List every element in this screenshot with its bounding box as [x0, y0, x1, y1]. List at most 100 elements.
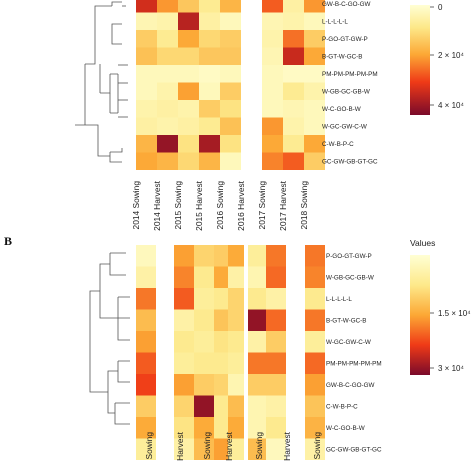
- heat-cell: [174, 352, 194, 374]
- heat-cell: [136, 100, 157, 118]
- heat-cell: [194, 352, 214, 374]
- heat-cell: [178, 12, 199, 30]
- heat-cell: [157, 82, 178, 100]
- heat-cell: [199, 30, 220, 48]
- heat-cell: [304, 47, 325, 65]
- heat-cell: [283, 12, 304, 30]
- column-label: 2016 Sowing: [215, 181, 225, 230]
- heat-cell: [220, 47, 241, 65]
- column-label: Sowing: [254, 432, 264, 460]
- heat-cell: [220, 117, 241, 135]
- heat-cell: [304, 100, 325, 118]
- heat-cell: [174, 309, 194, 331]
- heat-cell: [174, 331, 194, 353]
- heat-cell: [174, 245, 194, 267]
- column-label: 2017 Harvest: [278, 180, 288, 230]
- heat-cell: [136, 65, 157, 83]
- dendrogram-a: [75, 1, 128, 163]
- heat-cell: [304, 135, 325, 153]
- heat-cell: [136, 395, 156, 417]
- colorbar-a-tick-label-2: 4 × 10⁴: [438, 101, 464, 110]
- heat-cell: [266, 395, 286, 417]
- heat-cell: [178, 47, 199, 65]
- heat-cell: [305, 438, 325, 460]
- row-label: PM-PM-PM-PM-PM: [322, 71, 378, 78]
- heat-cell: [305, 374, 325, 396]
- heat-cell: [283, 135, 304, 153]
- heatmap-b: P-GO-GT-GW-P W-GB-GC-GB-W L-L-L-L-L B-GT-W-…: [136, 245, 382, 461]
- heat-cell: [220, 0, 241, 13]
- heat-cell: [228, 266, 244, 288]
- heat-cell: [248, 374, 266, 396]
- heat-cell: [178, 117, 199, 135]
- heat-cell: [304, 117, 325, 135]
- heat-cell: [194, 374, 214, 396]
- heat-cell: [228, 417, 244, 439]
- heat-cell: [305, 331, 325, 353]
- heat-cell: [214, 331, 228, 353]
- heat-cell: [174, 417, 194, 439]
- heat-cell: [199, 117, 220, 135]
- row-label: GW-B-C-GO-GW: [322, 1, 371, 8]
- column-label: Harvest: [175, 431, 185, 461]
- heat-cell: [214, 266, 228, 288]
- heatmap-a: GW-B-C-GO-GW L-L-L-L-L P-GO-GT-GW-P B-GT-W-…: [131, 0, 378, 231]
- row-label: W-GB-GC-GB-W: [322, 89, 370, 96]
- heat-cell: [178, 0, 199, 13]
- heat-cell: [194, 438, 214, 460]
- heat-cell: [304, 152, 325, 170]
- heat-cell: [248, 417, 266, 439]
- heat-cell: [228, 245, 244, 267]
- heat-cell: [228, 438, 244, 460]
- heat-cell: [136, 117, 157, 135]
- heat-cell: [220, 30, 241, 48]
- heat-cell: [248, 331, 266, 353]
- heat-cell: [262, 82, 283, 100]
- row-label: W-C-GO-B-W: [326, 425, 365, 432]
- heat-cell: [283, 65, 304, 83]
- heat-cell: [136, 152, 157, 170]
- column-label: Sowing: [312, 432, 322, 460]
- column-label: Sowing: [144, 432, 154, 460]
- heat-cell: [194, 331, 214, 353]
- column-label: 2016 Harvest: [236, 180, 246, 230]
- heat-cell: [262, 30, 283, 48]
- heat-cell: [136, 82, 157, 100]
- heat-cell: [262, 47, 283, 65]
- dendrogram-b: [89, 252, 130, 425]
- column-label: 2014 Sowing: [131, 181, 141, 230]
- heat-cell: [174, 266, 194, 288]
- heat-cell: [157, 135, 178, 153]
- heat-cell: [220, 82, 241, 100]
- heat-cell: [266, 438, 286, 460]
- heat-cell: [283, 30, 304, 48]
- heat-cell: [157, 100, 178, 118]
- heat-cell: [157, 0, 178, 13]
- row-label: B-GT-W-GC-B: [326, 318, 366, 325]
- heat-cell: [248, 309, 266, 331]
- heat-cell: [194, 245, 214, 267]
- heat-cell: [283, 152, 304, 170]
- panel-b-letter: B: [4, 234, 12, 248]
- heat-cell: [304, 0, 325, 13]
- heat-cell: [248, 438, 266, 460]
- heat-cell: [178, 30, 199, 48]
- heat-cell: [199, 47, 220, 65]
- heat-cell: [178, 152, 199, 170]
- heat-cell: [304, 30, 325, 48]
- colorbar-a-tick-label-1: 2 × 10⁴: [438, 51, 464, 60]
- row-label: L-L-L-L-L: [322, 19, 348, 26]
- row-label: L-L-L-L-L: [326, 296, 352, 303]
- heat-cell: [228, 352, 244, 374]
- heat-cell: [199, 152, 220, 170]
- heat-cell: [136, 135, 157, 153]
- column-label: 2018 Sowing: [299, 181, 309, 230]
- heat-cell: [228, 331, 244, 353]
- row-label: PM-PM-PM-PM-PM: [326, 361, 382, 368]
- heat-cell: [194, 395, 214, 417]
- heat-cell: [214, 395, 228, 417]
- heat-cell: [305, 417, 325, 439]
- heat-cell: [136, 0, 157, 13]
- heat-cell: [262, 135, 283, 153]
- row-label: GW-B-C-GO-GW: [326, 382, 375, 389]
